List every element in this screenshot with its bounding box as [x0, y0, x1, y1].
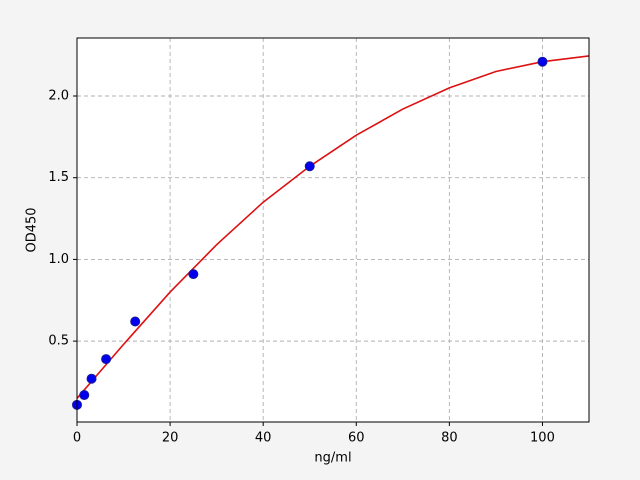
- data-point: [79, 390, 90, 401]
- data-point: [86, 373, 97, 384]
- y-tick-label: 0.5: [48, 334, 69, 349]
- data-point: [130, 316, 141, 327]
- x-tick-label: 100: [530, 431, 555, 446]
- x-tick-label: 20: [162, 431, 179, 446]
- x-tick-label: 80: [441, 431, 458, 446]
- x-tick-label: 0: [73, 431, 81, 446]
- y-tick-label: 2.0: [48, 89, 69, 104]
- data-point: [537, 56, 548, 67]
- y-tick-label: 1.0: [48, 252, 69, 267]
- x-tick-label: 40: [255, 431, 272, 446]
- y-tick-label: 1.5: [48, 170, 69, 185]
- fit-curve: [77, 55, 589, 399]
- x-tick-label: 60: [348, 431, 365, 446]
- data-point: [304, 161, 315, 172]
- data-point: [101, 354, 112, 365]
- data-point: [188, 269, 199, 280]
- plot-area: [77, 38, 589, 422]
- plot-frame: [76, 37, 590, 423]
- y-axis-label: OD450: [25, 207, 40, 252]
- x-axis-label: ng/ml: [314, 451, 351, 466]
